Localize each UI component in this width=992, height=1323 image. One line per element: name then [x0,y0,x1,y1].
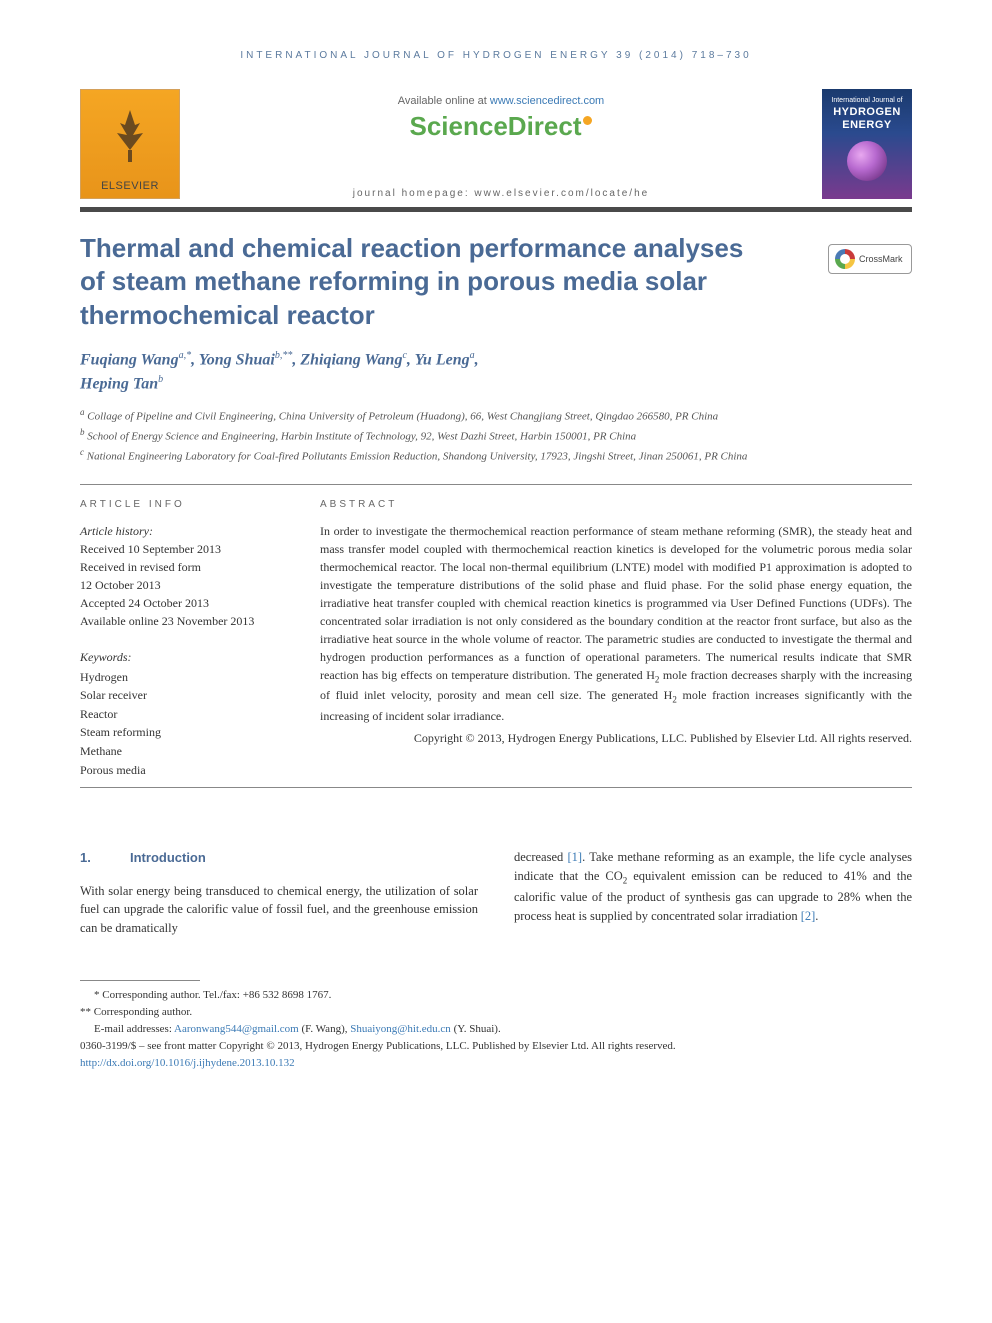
header-rule [80,207,912,212]
author-sup: b,** [275,350,293,361]
affiliation-text: School of Energy Science and Engineering… [87,431,636,443]
footnote-separator [80,980,200,981]
author-name: Yu Leng [415,351,470,368]
crossmark-label: CrossMark [859,254,903,264]
cover-big-title-2: ENERGY [842,119,891,131]
abstract-heading: ABSTRACT [320,499,912,510]
affiliation-sup: a [80,407,85,417]
corresponding-author-1: * Corresponding author. Tel./fax: +86 53… [94,987,912,1004]
reference-link[interactable]: [1] [568,850,583,864]
history-label: Article history: [80,522,280,540]
intro-text: decreased [514,850,568,864]
keywords-block: Keywords: Hydrogen Solar receiver Reacto… [80,650,280,780]
keywords-list: Hydrogen Solar receiver Reactor Steam re… [80,668,280,780]
issn-copyright: 0360-3199/$ – see front matter Copyright… [80,1038,912,1055]
sciencedirect-logo: ScienceDirect [410,111,593,142]
affiliation-text: Collage of Pipeline and Civil Engineerin… [87,411,718,423]
email-link[interactable]: Shuaiyong@hit.edu.cn [350,1023,451,1035]
affiliation-sup: b [80,427,85,437]
running-header: INTERNATIONAL JOURNAL OF HYDROGEN ENERGY… [80,50,912,61]
affiliations: a Collage of Pipeline and Civil Engineer… [80,406,912,465]
divider [80,787,912,788]
intro-paragraph-left: With solar energy being transduced to ch… [80,882,478,938]
abstract-body: In order to investigate the thermochemic… [320,524,912,682]
divider [80,484,912,485]
history-line: Received 10 September 2013 [80,540,280,558]
corresponding-author-2: ** Corresponding author. [80,1004,912,1021]
intro-text: . [815,909,818,923]
sciencedirect-text: ScienceDirect [410,111,582,141]
intro-number: 1. [80,848,130,868]
cover-big-title-1: HYDROGEN [833,106,901,118]
intro-right-column: decreased [1]. Take methane reforming as… [514,848,912,938]
affiliation-sup: c [80,447,84,457]
publisher-header: ELSEVIER Available online at www.science… [80,89,912,199]
email-label: E-mail addresses: [94,1023,174,1035]
elsevier-name: ELSEVIER [101,180,159,192]
email-name: (F. Wang), [299,1023,351,1035]
reference-link[interactable]: [2] [801,909,816,923]
keyword: Hydrogen [80,668,280,687]
crossmark-ring-icon [835,249,855,269]
info-abstract-row: ARTICLE INFO Article history: Received 1… [80,499,912,780]
keywords-label: Keywords: [80,650,280,665]
intro-left-column: 1.Introduction With solar energy being t… [80,848,478,938]
abstract-copyright: Copyright © 2013, Hydrogen Energy Public… [320,729,912,747]
introduction-section: 1.Introduction With solar energy being t… [80,848,912,938]
affiliation-text: National Engineering Laboratory for Coal… [87,451,748,463]
sciencedirect-link[interactable]: www.sciencedirect.com [490,95,604,107]
elsevier-logo: ELSEVIER [80,89,180,199]
keyword: Porous media [80,761,280,780]
author-name: Fuqiang Wang [80,351,179,368]
history-line: Received in revised form [80,558,280,576]
authors: Fuqiang Wanga,*, Yong Shuaib,**, Zhiqian… [80,348,912,397]
author-name: Yong Shuai [199,351,275,368]
elsevier-tree-icon [105,90,155,180]
history-line: 12 October 2013 [80,576,280,594]
affiliation: a Collage of Pipeline and Civil Engineer… [80,406,912,426]
keyword: Solar receiver [80,686,280,705]
intro-heading: 1.Introduction [80,848,478,868]
intro-title: Introduction [130,850,206,865]
sciencedirect-dot-icon [583,116,592,125]
abstract-column: ABSTRACT In order to investigate the the… [320,499,912,780]
keyword: Steam reforming [80,723,280,742]
history-line: Accepted 24 October 2013 [80,594,280,612]
author-sup: a [470,350,475,361]
email-link[interactable]: Aaronwang544@gmail.com [174,1023,299,1035]
author-name: Heping Tan [80,375,158,392]
history-line: Available online 23 November 2013 [80,612,280,630]
footnotes: * Corresponding author. Tel./fax: +86 53… [80,987,912,1072]
author-sup: a,* [179,350,192,361]
email-name: (Y. Shuai). [451,1023,501,1035]
article-history: Article history: Received 10 September 2… [80,522,280,630]
cover-small-title: International Journal of [831,97,902,105]
header-center: Available online at www.sciencedirect.co… [194,89,808,199]
author-name: Zhiqiang Wang [300,351,402,368]
article-title: Thermal and chemical reaction performanc… [80,232,745,332]
affiliation: c National Engineering Laboratory for Co… [80,446,912,466]
crossmark-wrap: CrossMark [828,244,912,274]
abstract-text: In order to investigate the thermochemic… [320,522,912,726]
available-online: Available online at www.sciencedirect.co… [398,95,604,107]
author-sup: c [402,350,406,361]
author-sup: b [158,374,163,385]
cover-swirl-icon [847,141,887,181]
keyword: Methane [80,742,280,761]
keyword: Reactor [80,705,280,724]
article-info-column: ARTICLE INFO Article history: Received 1… [80,499,280,780]
journal-cover-thumbnail: International Journal of HYDROGEN ENERGY [822,89,912,199]
journal-homepage: journal homepage: www.elsevier.com/locat… [353,188,649,199]
affiliation: b School of Energy Science and Engineeri… [80,426,912,446]
article-info-heading: ARTICLE INFO [80,499,280,510]
doi-link[interactable]: http://dx.doi.org/10.1016/j.ijhydene.201… [80,1057,295,1069]
crossmark-button[interactable]: CrossMark [828,244,912,274]
email-addresses: E-mail addresses: Aaronwang544@gmail.com… [94,1021,912,1038]
available-prefix: Available online at [398,95,490,107]
